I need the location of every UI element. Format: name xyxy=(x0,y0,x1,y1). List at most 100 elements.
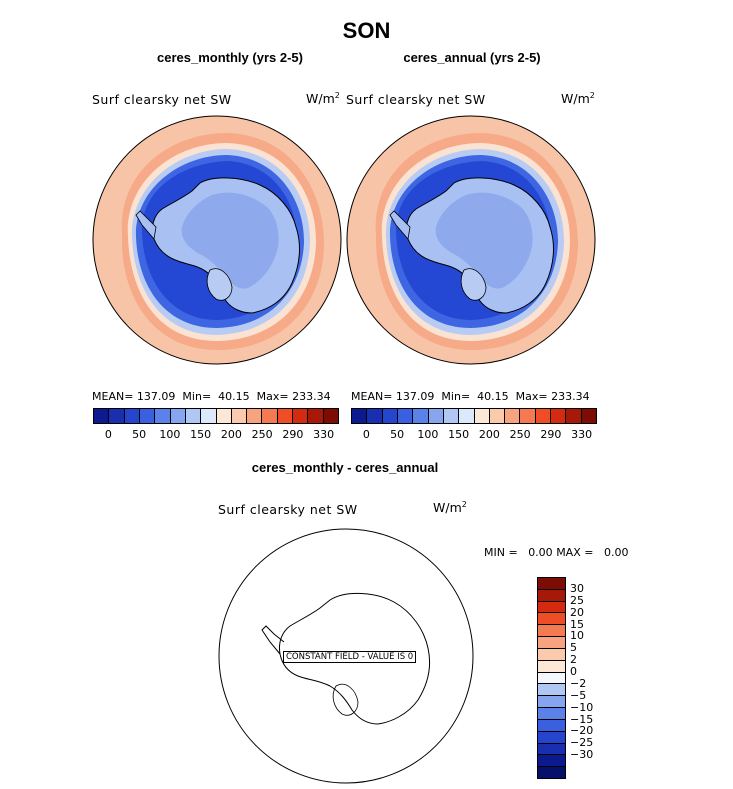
colorbar-tick-label: 250 xyxy=(509,428,531,441)
diff-colorbar xyxy=(537,577,566,779)
colorbar-swatch xyxy=(323,409,338,423)
colorbar-tick-label: −5 xyxy=(570,688,587,702)
panel1-title: ceres_monthly (yrs 2-5) xyxy=(157,50,303,65)
colorbar-tick-label: 5 xyxy=(570,641,577,655)
colorbar-swatch xyxy=(262,409,278,423)
colorbar-swatch xyxy=(538,767,565,779)
colorbar-tick-label: 330 xyxy=(313,428,335,441)
colorbar-tick-label: 100 xyxy=(417,428,439,441)
colorbar-tick-label: 0 xyxy=(570,665,577,679)
colorbar-tick-label: 15 xyxy=(570,617,584,631)
colorbar-swatch xyxy=(94,409,110,423)
colorbar-swatch xyxy=(352,409,368,423)
colorbar-swatch xyxy=(538,755,565,768)
panel1-colorbar xyxy=(93,408,339,424)
colorbar-tick-label: 330 xyxy=(571,428,593,441)
colorbar-tick-label: −20 xyxy=(570,724,594,738)
diff-units: W/m2 xyxy=(433,500,467,516)
panel2-units: W/m2 xyxy=(561,91,595,107)
colorbar-swatch xyxy=(538,589,565,602)
constant-field-annotation: CONSTANT FIELD - VALUE IS 0 xyxy=(283,651,417,663)
panel2-polar-map xyxy=(346,115,596,365)
antarctic-peninsula-outline xyxy=(261,625,285,655)
colorbar-swatch xyxy=(308,409,324,423)
panel2-variable-label: Surf clearsky net SW xyxy=(346,92,486,107)
colorbar-swatch xyxy=(538,660,565,673)
map-boundary xyxy=(92,115,342,365)
panel1-polar-map xyxy=(92,115,342,365)
panel2-stats: MEAN= 137.09 Min= 40.15 Max= 233.34 xyxy=(351,390,590,403)
antarctic-interior xyxy=(435,192,533,289)
colorbar-tick-label: 50 xyxy=(390,428,405,441)
colorbar-swatch xyxy=(367,409,383,423)
colorbar-tick-label: 20 xyxy=(570,605,584,619)
panel2-colorbar-labels: 0 50 100 150 200 250 290 330 xyxy=(351,428,597,442)
colorbar-swatch xyxy=(231,409,248,423)
colorbar-swatch xyxy=(216,409,232,423)
figure-title: SON xyxy=(342,18,391,43)
colorbar-swatch xyxy=(538,743,565,756)
colorbar-swatch xyxy=(566,409,582,423)
colorbar-tick-label: 10 xyxy=(570,629,584,643)
diff-colorbar-labels: 30 25 20 15 10 5 2 0 −2 −5 −10 −15 −20 −25 −30 xyxy=(570,577,610,779)
diff-title: ceres_monthly - ceres_annual xyxy=(251,460,439,475)
colorbar-swatch xyxy=(109,409,125,423)
colorbar-tick-label: 50 xyxy=(132,428,147,441)
colorbar-tick-label: −2 xyxy=(570,676,587,690)
colorbar-tick-label: 250 xyxy=(251,428,273,441)
colorbar-swatch xyxy=(535,409,552,423)
colorbar-swatch xyxy=(247,409,263,423)
colorbar-tick-label: −10 xyxy=(570,700,594,714)
colorbar-tick-label: 0 xyxy=(362,428,370,441)
colorbar-swatch xyxy=(428,409,444,423)
colorbar-swatch xyxy=(170,409,186,423)
colorbar-swatch xyxy=(538,696,565,709)
colorbar-swatch xyxy=(538,637,565,649)
colorbar-swatch xyxy=(538,613,565,626)
colorbar-swatch xyxy=(538,601,565,614)
colorbar-swatch xyxy=(155,409,171,423)
colorbar-swatch xyxy=(538,625,565,638)
colorbar-swatch xyxy=(139,409,156,423)
colorbar-tick-label: 25 xyxy=(570,593,584,607)
ross-ice-shelf xyxy=(460,268,487,301)
colorbar-swatch xyxy=(413,409,429,423)
panel1-stats: MEAN= 137.09 Min= 40.15 Max= 233.34 xyxy=(92,390,331,403)
colorbar-swatch xyxy=(397,409,414,423)
colorbar-swatch xyxy=(459,409,475,423)
colorbar-swatch xyxy=(474,409,490,423)
map-boundary xyxy=(346,115,596,365)
colorbar-swatch xyxy=(538,708,565,720)
colorbar-swatch xyxy=(538,648,565,661)
colorbar-tick-label: −15 xyxy=(570,712,594,726)
colorbar-swatch xyxy=(293,409,309,423)
colorbar-swatch xyxy=(382,409,398,423)
ross-ice-shelf xyxy=(206,268,233,301)
panel2-colorbar xyxy=(351,408,597,424)
colorbar-swatch xyxy=(489,409,506,423)
colorbar-swatch xyxy=(185,409,202,423)
colorbar-tick-label: 200 xyxy=(478,428,500,441)
antarctic-interior xyxy=(181,192,279,289)
antarctic-peninsula xyxy=(389,210,411,240)
colorbar-tick-label: −30 xyxy=(570,748,594,762)
colorbar-swatch xyxy=(443,409,460,423)
colorbar-tick-label: 30 xyxy=(570,581,584,595)
colorbar-swatch xyxy=(201,409,217,423)
colorbar-swatch xyxy=(520,409,536,423)
colorbar-tick-label: 290 xyxy=(540,428,562,441)
antarctic-peninsula xyxy=(135,210,157,240)
diff-min-max: MIN = 0.00 MAX = 0.00 xyxy=(484,546,629,559)
colorbar-tick-label: 0 xyxy=(104,428,112,441)
colorbar-swatch xyxy=(551,409,567,423)
colorbar-swatch xyxy=(538,684,565,697)
colorbar-swatch xyxy=(124,409,140,423)
colorbar-swatch xyxy=(505,409,521,423)
colorbar-tick-label: 150 xyxy=(190,428,212,441)
colorbar-swatch xyxy=(538,672,565,685)
panel2-title: ceres_annual (yrs 2-5) xyxy=(403,50,541,65)
panel1-variable-label: Surf clearsky net SW xyxy=(92,92,232,107)
colorbar-tick-label: 100 xyxy=(159,428,181,441)
ross-ice-shelf-outline xyxy=(332,683,359,716)
colorbar-tick-label: −25 xyxy=(570,736,594,750)
